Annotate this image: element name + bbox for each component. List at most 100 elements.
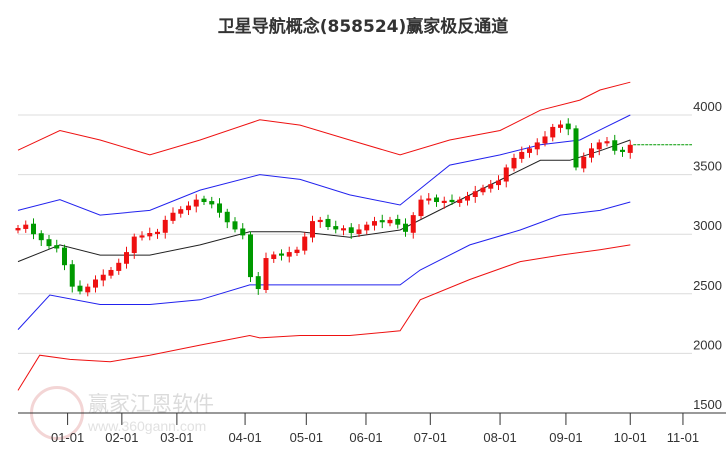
candle-body [108,269,114,276]
candle [46,235,52,250]
candle [472,185,478,203]
candle-body [170,212,176,221]
watermark-brand: 赢家江恩软件 [88,392,214,416]
candle [131,233,137,259]
candle-body [620,149,625,152]
candle-body [224,211,230,223]
candle-body [186,205,191,211]
candle-body [596,142,602,150]
candle [77,280,83,295]
candle [100,269,106,287]
candle [201,195,207,205]
candle [372,216,377,231]
candle [550,123,556,142]
candle [519,146,525,163]
candle [480,184,486,196]
candle [240,223,246,240]
candle [147,227,153,241]
candle [565,118,571,136]
candle [604,137,610,147]
candle-body [310,221,315,238]
candle-body [15,228,21,231]
candle [155,228,160,239]
candle [403,218,408,237]
candle-body [217,203,222,213]
candle-body [534,142,540,150]
candle-body [302,236,308,251]
candle [573,125,579,171]
candle [356,224,362,237]
candle-body [565,123,571,130]
y-tick-label: 3000 [693,218,722,233]
candle-body [201,198,207,203]
candle-body [263,258,269,290]
candle [449,194,455,205]
candle [348,223,354,239]
candle [116,258,122,275]
candle-body [286,252,292,257]
x-tick-label: 06-01 [349,430,382,445]
candle-body [209,201,215,205]
candle-body [573,128,579,168]
candle-body [131,236,137,254]
candle [38,230,44,247]
candle-body [426,198,432,201]
candle-body [457,199,463,203]
candle [465,191,470,206]
candle-body [418,199,424,217]
candle-body [248,234,253,278]
candle [434,194,439,207]
candle [387,216,393,227]
y-tick-label: 2500 [693,278,722,293]
candle [108,266,114,279]
candle-body [240,228,246,236]
y-tick-label: 4000 [693,99,722,114]
candle [441,196,447,209]
candle [325,214,331,231]
candle-body [511,157,517,169]
candle [596,139,602,156]
band-line-outer-upper [17,81,631,156]
candle [69,260,75,293]
candle-body [434,197,439,203]
candle [627,140,633,159]
candle [62,244,67,271]
candle [31,218,36,240]
candle [209,196,215,209]
candle [302,232,308,255]
candle-body [604,141,610,144]
candle [162,215,168,239]
band-line-middle [17,139,631,263]
chart-title: 卫星导航概念(858524)赢家极反通道 [217,17,509,37]
candle-body [612,140,618,151]
candle [542,131,548,147]
candle [534,138,540,156]
band-line-inner-upper [17,114,631,216]
candle [457,196,463,207]
candle [341,225,346,236]
candle [232,217,238,233]
candle-body [441,200,447,203]
candle [286,246,292,263]
candle-body [93,279,98,288]
candle-body [69,264,75,287]
candle [178,206,184,218]
candle-body [387,219,393,224]
candle-body [395,218,401,225]
candle-body [627,144,633,153]
candle [124,246,129,269]
x-tick-label: 04-01 [228,430,261,445]
x-tick-label: 03-01 [160,430,193,445]
candle-body [294,249,300,254]
candle-body [77,285,83,292]
candle [496,175,501,190]
candle [410,212,416,239]
y-tick-label: 2000 [693,337,722,352]
candle [93,275,98,293]
candle-body [178,209,184,214]
candle-body [403,223,408,232]
candle [589,143,594,163]
candle [333,220,339,234]
